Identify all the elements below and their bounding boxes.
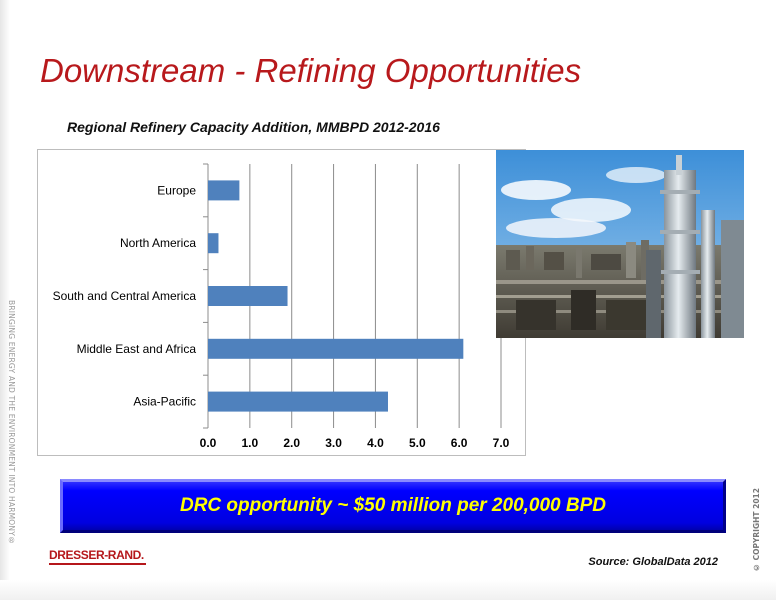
- category-label: Europe: [157, 183, 196, 197]
- bar: [208, 233, 219, 254]
- side-tagline: BRINGING ENERGY AND THE ENVIRONMENT INTO…: [7, 300, 16, 546]
- x-tick-label: 6.0: [451, 436, 468, 450]
- category-label: South and Central America: [53, 289, 197, 303]
- x-tick-label: 3.0: [325, 436, 342, 450]
- bar: [208, 338, 464, 359]
- left-edge-shade: [0, 0, 10, 600]
- refinery-photo-icon: [496, 150, 744, 338]
- x-tick-label: 1.0: [242, 436, 259, 450]
- category-label: North America: [120, 236, 196, 250]
- x-tick-label: 4.0: [367, 436, 384, 450]
- bar: [208, 180, 240, 201]
- chart-title: Regional Refinery Capacity Addition, MMB…: [67, 119, 440, 135]
- x-tick-label: 5.0: [409, 436, 426, 450]
- x-tick-label: 0.0: [200, 436, 217, 450]
- opportunity-banner: DRC opportunity ~ $50 million per 200,00…: [60, 479, 726, 533]
- opportunity-banner-text: DRC opportunity ~ $50 million per 200,00…: [179, 495, 607, 516]
- source-note: Source: GlobalData 2012: [588, 556, 718, 568]
- x-tick-label: 2.0: [283, 436, 300, 450]
- slide-title: Downstream - Refining Opportunities: [40, 52, 582, 89]
- bottom-edge-shade: [0, 580, 776, 600]
- category-label: Middle East and Africa: [77, 342, 197, 356]
- bar-chart-svg: Europe North America South and Central Ame…: [53, 163, 510, 450]
- x-tick-label: 7.0: [493, 436, 510, 450]
- company-logo: DRESSER-RAND.: [49, 548, 144, 562]
- refinery-photo: [496, 150, 744, 338]
- category-label: Asia-Pacific: [133, 395, 196, 409]
- bar: [208, 391, 388, 412]
- company-logo-underline: [49, 563, 146, 565]
- copyright-text: © COPYRIGHT 2012: [752, 488, 761, 573]
- bar: [208, 286, 288, 306]
- bar-chart: Europe North America South and Central Ame…: [37, 149, 526, 456]
